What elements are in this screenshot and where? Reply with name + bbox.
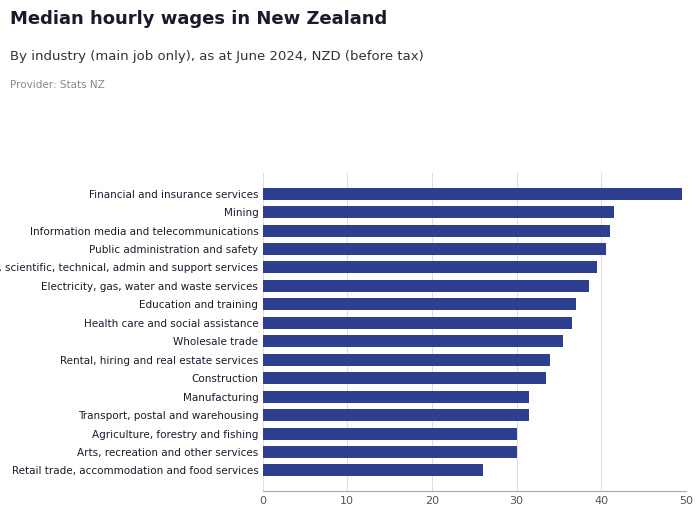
Bar [262,280,589,292]
Bar [262,188,682,200]
Bar [262,391,529,403]
Bar [262,372,546,384]
Text: By industry (main job only), as at June 2024, NZD (before tax): By industry (main job only), as at June … [10,50,424,64]
Text: figure.nz: figure.nz [595,24,664,38]
Bar [262,243,606,255]
Bar [262,446,517,458]
Bar [262,335,564,347]
Text: Provider: Stats NZ: Provider: Stats NZ [10,80,105,90]
Bar [262,225,610,237]
Bar [262,354,550,366]
Bar [262,261,597,274]
Bar [262,409,529,421]
Bar [262,298,576,310]
Text: Median hourly wages in New Zealand: Median hourly wages in New Zealand [10,9,388,28]
Bar [262,206,614,218]
Bar [262,317,572,329]
Bar [262,427,517,439]
Bar [262,465,483,477]
